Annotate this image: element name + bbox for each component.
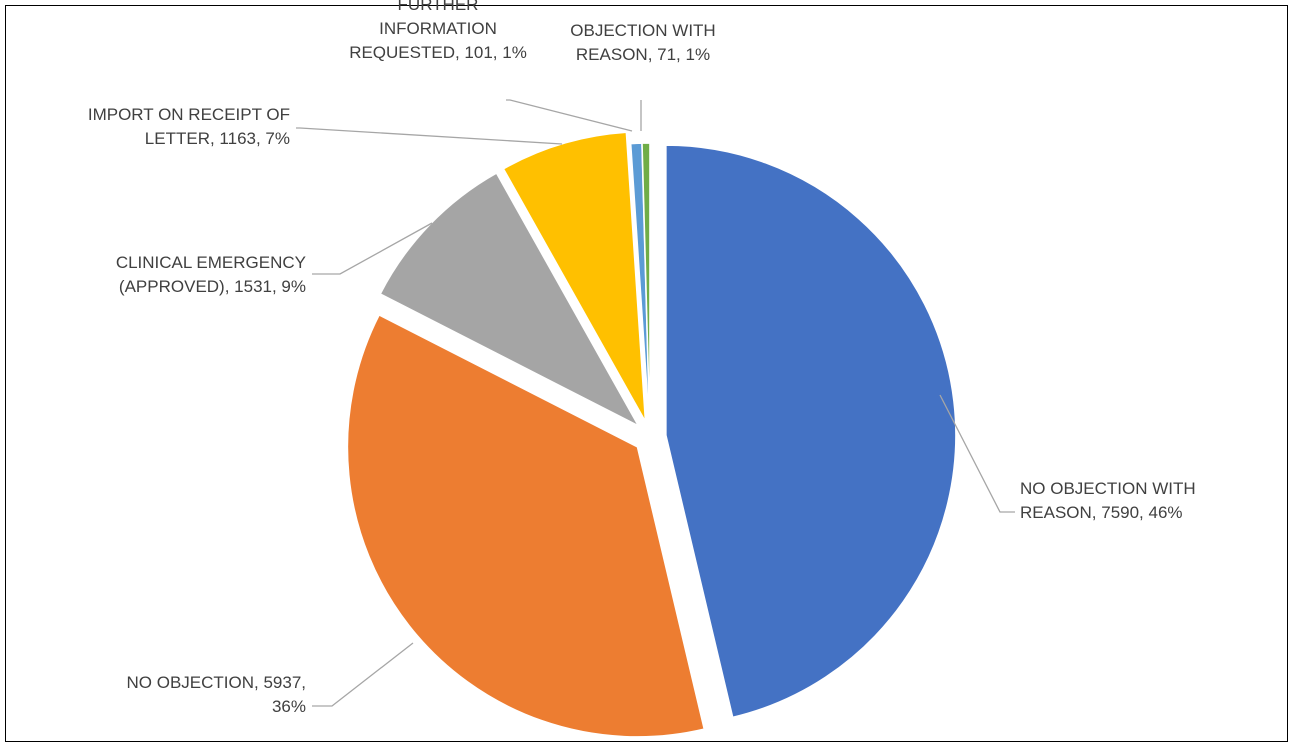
data-label: NO OBJECTION WITH REASON, 7590, 46% — [1020, 479, 1196, 522]
leader-lines — [296, 99, 1015, 707]
data-label-line: REASON, 7590, 46% — [1020, 503, 1183, 522]
data-label-line: FURTHER — [398, 0, 479, 14]
leader-line — [312, 222, 433, 275]
pie-slices — [346, 131, 957, 738]
data-label-line: OBJECTION WITH — [570, 21, 715, 40]
data-label: IMPORT ON RECEIPT OF LETTER, 1163, 7% — [88, 105, 290, 148]
pie-slice-objection-with-reason — [641, 142, 651, 434]
leader-line — [312, 642, 414, 707]
data-label-line: 36% — [272, 697, 306, 716]
leader-line — [296, 127, 563, 145]
data-label-line: (APPROVED), 1531, 9% — [119, 277, 306, 296]
leader-line — [506, 99, 633, 132]
data-label: CLINICAL EMERGENCY (APPROVED), 1531, 9% — [116, 253, 306, 296]
data-label: FURTHER INFORMATION REQUESTED, 101, 1% — [349, 0, 527, 62]
data-label-line: INFORMATION — [379, 19, 497, 38]
data-label: OBJECTION WITH REASON, 71, 1% — [570, 21, 715, 64]
data-label: NO OBJECTION, 5937, 36% — [127, 673, 307, 716]
data-label-line: NO OBJECTION WITH — [1020, 479, 1196, 498]
data-label-line: REASON, 71, 1% — [576, 45, 710, 64]
pie-slice-no-objection-with-reason — [665, 144, 957, 719]
data-label-line: IMPORT ON RECEIPT OF — [88, 105, 290, 124]
leader-line — [939, 394, 1015, 513]
data-label-line: NO OBJECTION, 5937, — [127, 673, 307, 692]
pie-slice-no-objection — [346, 313, 706, 738]
data-label-line: CLINICAL EMERGENCY — [116, 253, 306, 272]
data-labels: NO OBJECTION WITH REASON, 7590, 46%NO OBJ… — [88, 0, 1196, 716]
pie-slice-import-on-receipt-of-letter — [502, 131, 647, 423]
data-label-line: REQUESTED, 101, 1% — [349, 43, 527, 62]
data-label-line: LETTER, 1163, 7% — [145, 129, 290, 148]
